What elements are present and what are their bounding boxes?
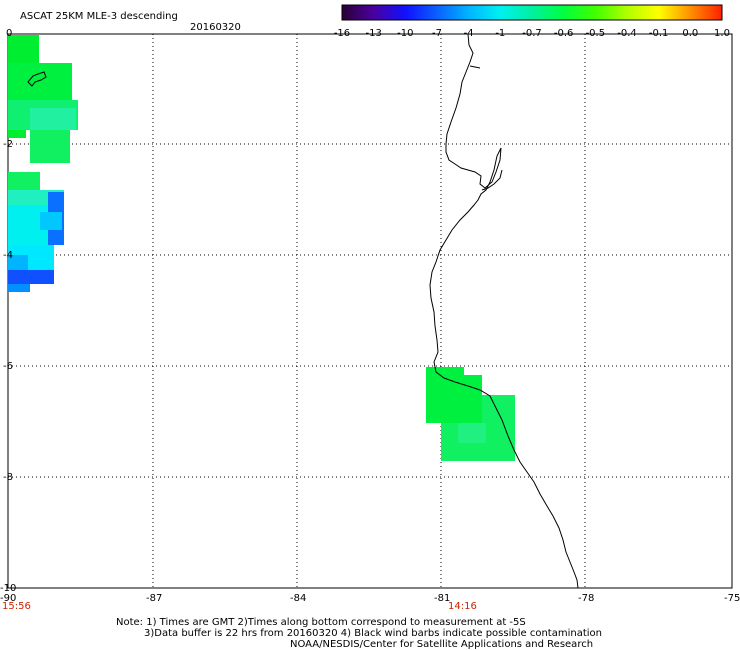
galapagos-island: [27, 71, 47, 87]
footer-credit: NOAA/NESDIS/Center for Satellite Applica…: [290, 639, 593, 650]
map-title: ASCAT 25KM MLE-3 descending: [20, 11, 178, 22]
pass-time: 15:56: [2, 601, 31, 612]
footer-note-1: Note: 1) Times are GMT 2)Times along bot…: [116, 617, 526, 628]
x-tick-label: -75: [724, 593, 740, 604]
y-tick-label: 0: [6, 28, 12, 39]
colorbar: [341, 4, 723, 21]
map-date: 20160320: [190, 22, 241, 33]
y-tick-label: -4: [3, 250, 13, 261]
y-tick-label: -10: [0, 583, 16, 594]
x-tick-label: -81: [434, 593, 450, 604]
gulf-guayaquil: [481, 169, 503, 191]
y-tick-label: -6: [3, 361, 13, 372]
x-tick-label: -84: [290, 593, 306, 604]
pass-time: 14:16: [448, 601, 477, 612]
coastline-spur: [469, 65, 481, 69]
x-tick-label: -87: [146, 593, 162, 604]
swath-coastal: [426, 367, 515, 461]
y-tick-label: -2: [3, 139, 13, 150]
colorbar-gradient: [341, 4, 723, 21]
grid: [8, 34, 732, 588]
map-frame: [7, 33, 733, 589]
x-tick-label: -90: [0, 593, 16, 604]
y-tick-label: -8: [3, 472, 13, 483]
footer-note-2: 3)Data buffer is 22 hrs from 20160320 4)…: [144, 628, 602, 639]
x-tick-label: -78: [578, 593, 594, 604]
swath-galapagos: [8, 35, 78, 292]
y-tick-labels: 0 -2 -4 -6 -8 -10: [0, 28, 16, 594]
x-tick-labels: -90 -87 -84 -81 -78 -75: [0, 593, 740, 604]
coastline: [429, 33, 579, 589]
